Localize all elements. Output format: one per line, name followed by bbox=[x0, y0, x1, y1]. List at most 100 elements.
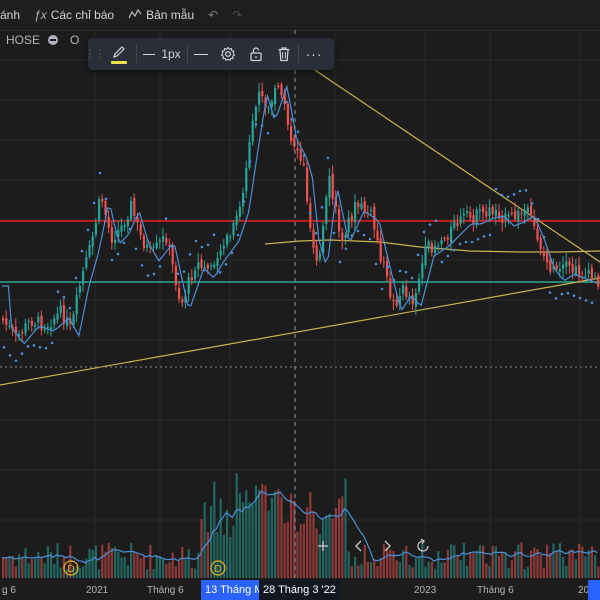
volume-bar bbox=[24, 548, 27, 578]
candle-body bbox=[363, 201, 366, 213]
ascending-trendline[interactable] bbox=[0, 277, 600, 386]
candle-body bbox=[450, 226, 453, 243]
candle-body bbox=[386, 260, 389, 277]
candle-body bbox=[421, 263, 424, 279]
unlock-icon bbox=[250, 47, 262, 62]
indicators-button[interactable]: ƒx Các chỉ báo bbox=[34, 8, 114, 22]
volume-bar bbox=[136, 553, 139, 578]
volume-bar bbox=[187, 548, 190, 578]
sar-dot bbox=[164, 217, 168, 220]
chart-overlay-icons[interactable] bbox=[318, 538, 429, 552]
volume-bar bbox=[546, 544, 549, 578]
candle-body bbox=[200, 259, 203, 268]
volume-bar bbox=[293, 500, 296, 578]
volume-bar bbox=[46, 545, 49, 578]
settings-button[interactable] bbox=[214, 38, 242, 70]
sar-dot bbox=[176, 272, 180, 276]
symbol-legend[interactable]: HOSE O bbox=[6, 33, 79, 47]
time-label: Tháng 6 bbox=[477, 585, 514, 596]
volume-bar bbox=[328, 513, 331, 578]
line-style-button[interactable] bbox=[188, 38, 214, 70]
volume-bar bbox=[158, 556, 161, 578]
delete-button[interactable] bbox=[270, 38, 298, 70]
collapse-legend-icon[interactable] bbox=[48, 35, 59, 45]
candle-body bbox=[354, 201, 357, 223]
candle-body bbox=[283, 92, 286, 104]
scroll-right-icon[interactable] bbox=[384, 540, 391, 552]
sar-dot bbox=[410, 276, 414, 280]
line-color-button[interactable] bbox=[102, 38, 136, 70]
sar-dot bbox=[260, 124, 264, 127]
scroll-left-icon[interactable] bbox=[355, 540, 362, 552]
sar-dot bbox=[266, 131, 270, 135]
volume-bar bbox=[174, 566, 177, 578]
candle-body bbox=[66, 317, 69, 326]
sar-dot bbox=[374, 262, 378, 266]
volume-bar bbox=[120, 557, 123, 578]
descending-trendline[interactable] bbox=[299, 59, 600, 263]
volume-bar bbox=[78, 568, 81, 578]
sar-dot bbox=[428, 223, 432, 226]
drag-handle-icon[interactable]: ⋮⋮ bbox=[85, 48, 105, 60]
line-width-label: 1px bbox=[161, 47, 181, 61]
volume-bar bbox=[536, 549, 539, 578]
volume-bar bbox=[181, 546, 184, 578]
candle-body bbox=[248, 141, 251, 168]
candle-body bbox=[338, 209, 341, 232]
reset-icon[interactable] bbox=[417, 538, 429, 552]
candle-body bbox=[379, 237, 382, 262]
sar-dot bbox=[26, 345, 30, 348]
candle-body bbox=[539, 237, 542, 250]
sar-dot bbox=[350, 234, 354, 237]
candle-body bbox=[216, 258, 219, 267]
undo-button[interactable]: ↶ bbox=[208, 8, 218, 22]
candle-body bbox=[494, 209, 497, 217]
sar-dot bbox=[536, 217, 540, 221]
lock-button[interactable] bbox=[242, 38, 270, 70]
price-chart[interactable]: D D g 6 2021 Tháng 6 2023 Tháng 6 20 bbox=[0, 30, 600, 600]
volume-bar bbox=[21, 557, 24, 578]
volume-bar bbox=[424, 566, 427, 578]
volume-bar bbox=[405, 546, 408, 578]
volume-bar bbox=[453, 545, 456, 578]
templates-button[interactable]: Bản mẫu bbox=[128, 8, 194, 23]
candle-body bbox=[357, 202, 360, 207]
redo-button[interactable]: ↷ bbox=[232, 8, 242, 22]
event-marker-1[interactable]: D bbox=[63, 560, 79, 576]
candle-body bbox=[178, 287, 181, 299]
candle-body bbox=[277, 85, 280, 88]
sar-dot bbox=[230, 251, 234, 255]
candle-body bbox=[299, 149, 302, 161]
sar-dot bbox=[416, 253, 420, 257]
candle-body bbox=[59, 305, 62, 313]
fx-icon: ƒx bbox=[34, 8, 47, 22]
volume-bar bbox=[507, 568, 510, 578]
volume-bar bbox=[43, 563, 46, 578]
candle-body bbox=[546, 253, 549, 263]
sar-dot bbox=[494, 187, 498, 191]
candle-body bbox=[549, 259, 552, 272]
candle-body bbox=[30, 320, 33, 326]
sar-dot bbox=[188, 253, 192, 256]
line-width-button[interactable]: 1px bbox=[137, 38, 187, 70]
sar-dot bbox=[560, 292, 564, 296]
sar-dot bbox=[182, 270, 186, 273]
toolbar-partial-item[interactable]: ánh bbox=[0, 8, 20, 22]
volume-bar bbox=[261, 484, 264, 578]
more-options-button[interactable]: ··· bbox=[299, 38, 329, 70]
sar-dot bbox=[548, 291, 552, 294]
candle-body bbox=[27, 320, 30, 323]
candle-body bbox=[443, 238, 446, 240]
sar-dot bbox=[542, 235, 546, 239]
volume-bar bbox=[27, 563, 30, 578]
candle-body bbox=[53, 318, 56, 325]
zoom-in-icon[interactable] bbox=[318, 541, 328, 551]
candle-body bbox=[82, 270, 85, 285]
candle-body bbox=[75, 295, 78, 315]
event-marker-2[interactable]: D bbox=[210, 560, 226, 576]
volume-bar bbox=[347, 551, 350, 578]
candle-body bbox=[526, 207, 529, 213]
volume-bar bbox=[114, 546, 117, 578]
candle-body bbox=[46, 326, 49, 328]
volume-bar bbox=[379, 558, 382, 578]
